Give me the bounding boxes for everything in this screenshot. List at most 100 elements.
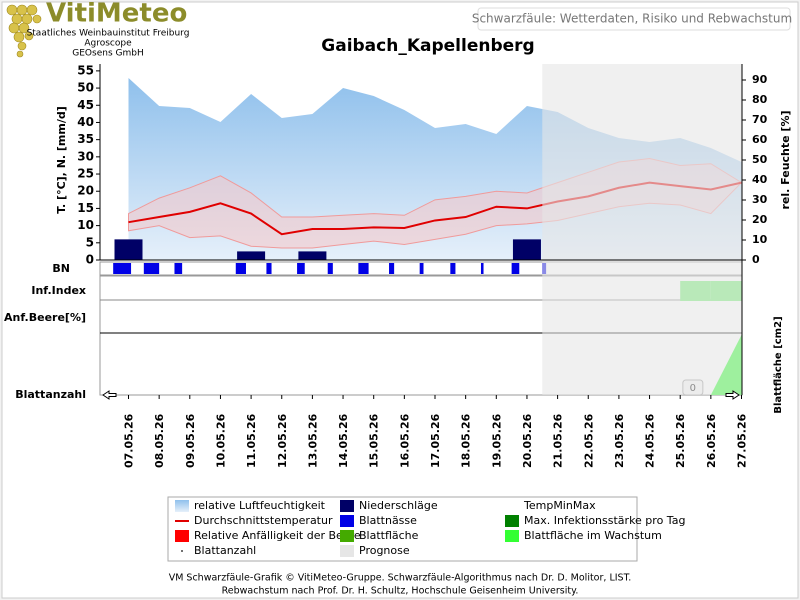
precip-bar: [298, 251, 327, 260]
panel-label: Anf.Beere[%]: [4, 311, 86, 324]
legend-box: [167, 496, 638, 562]
leaf-wetness: [511, 263, 520, 274]
x-tick-label: 17.05.26: [429, 413, 442, 468]
legend-label: Niederschläge: [359, 499, 438, 512]
legend-label: Max. Infektionsstärke pro Tag: [524, 514, 685, 527]
leaf-wetness: [297, 263, 305, 274]
y2-tick-label: 30: [752, 193, 768, 206]
y2-tick-label: 10: [752, 233, 768, 246]
y-tick-label: 50: [77, 81, 94, 95]
leaf-wetness: [480, 263, 484, 274]
leaf-wetness: [358, 263, 369, 274]
panel-label: Blattanzahl: [15, 388, 86, 401]
tab: [477, 7, 791, 31]
leaf-wetness: [327, 263, 333, 274]
y-tick-label: 30: [77, 149, 94, 163]
y2-tick-label: 80: [752, 93, 768, 106]
logo-grapes: [6, 4, 42, 58]
legend-label: Relative Anfälligkeit der Beere: [194, 529, 361, 542]
y-tick-label: 40: [77, 115, 94, 129]
x-tick-label: 10.05.26: [214, 413, 227, 468]
y-tick-label: 20: [77, 184, 94, 198]
y2-tick-label: 0: [752, 253, 760, 266]
x-tick-label: 19.05.26: [490, 413, 503, 468]
institute: GEOsens GmbH: [72, 49, 143, 59]
y2-tick-label: 40: [752, 173, 768, 186]
leaf-wetness: [113, 263, 132, 274]
panel-label: Inf.Index: [31, 284, 86, 297]
x-tick-label: 11.05.26: [245, 413, 258, 468]
legend-swatch: [175, 500, 189, 512]
institute: Staatliches Weinbauinstitut Freiburg: [27, 29, 190, 39]
legend-swatch: [340, 515, 354, 527]
arrows: [102, 390, 740, 400]
y-tick-label: 35: [77, 132, 94, 146]
y-tick-label: 10: [77, 218, 94, 232]
leaf-wetness: [174, 263, 183, 274]
x-tick-label: 13.05.26: [306, 413, 319, 468]
x-tick-label: 08.05.26: [153, 413, 166, 468]
x-tick-label: 18.05.26: [460, 413, 473, 468]
x-tick-label: 07.05.26: [123, 413, 136, 468]
y2-tick-label: 50: [752, 153, 768, 166]
x-tick-label: 12.05.26: [276, 413, 289, 468]
y-tick-label: 55: [77, 63, 94, 77]
y3-axis-label: Blattfläche [cm2]: [773, 316, 784, 413]
institute: Agroscope: [84, 39, 132, 49]
legend-swatch: [505, 530, 519, 542]
logo: VitiMeteo: [46, 0, 187, 29]
x-tick-label: 20.05.26: [521, 413, 534, 468]
y-tick-label: 5: [86, 235, 94, 249]
y-tick-label: 15: [77, 201, 94, 215]
y-tick-label: 0: [86, 253, 94, 267]
legend-swatch: [340, 545, 354, 557]
legend-label: Blattanzahl: [194, 544, 256, 557]
y2-tick-label: 70: [752, 113, 768, 126]
x-tick-label: 26.05.26: [705, 413, 718, 468]
leaf-wetness: [266, 263, 272, 274]
prognose-shade: [542, 64, 742, 395]
precip-bar: [114, 239, 143, 260]
legend-label: Prognose: [359, 544, 410, 557]
tab-label: Schwarzfäule: Wetterdaten, Risiko und Re…: [472, 12, 792, 26]
leaf-wetness: [450, 263, 456, 274]
legend-label: Durchschnittstemperatur: [194, 514, 333, 527]
y2-tick-label: 60: [752, 133, 768, 146]
panel-label: BN: [52, 262, 70, 275]
x-tick-label: 24.05.26: [644, 413, 657, 468]
x-tick-label: 23.05.26: [613, 413, 626, 468]
x-tick-label: 15.05.26: [368, 413, 381, 468]
y-tick-label: 25: [77, 167, 94, 181]
legend-swatch: [505, 515, 519, 527]
leaf-wetness: [235, 263, 246, 274]
y-tick-label: 45: [77, 98, 94, 112]
footer: Rebwachstum nach Prof. Dr. H. Schultz, H…: [222, 586, 579, 597]
legend-swatch: [340, 500, 354, 512]
legend-label: relative Luftfeuchtigkeit: [194, 499, 326, 512]
y2-tick-label: 90: [752, 73, 768, 86]
precip-bar: [237, 251, 266, 260]
x-tick-label: 14.05.26: [337, 413, 350, 468]
legend-swatch: [175, 530, 189, 542]
x-tick-label: 21.05.26: [552, 413, 565, 468]
y2-tick-label: 20: [752, 213, 768, 226]
plot: 0051015202530354045505501020304050607080…: [77, 63, 768, 557]
legend-label: TempMinMax: [523, 499, 596, 512]
footer: VM Schwarzfäule-Grafik © VitiMeteo-Grupp…: [169, 573, 632, 584]
chart-title: Gaibach_Kapellenberg: [321, 36, 534, 56]
y-axis-label: T. [°C], N. [mm/d]: [55, 106, 68, 214]
legend-swatch: [181, 550, 183, 552]
y2-axis-label: rel. Feuchte [%]: [779, 111, 792, 210]
legend-label: Blattnässe: [359, 514, 417, 527]
x-tick-label: 25.05.26: [674, 413, 687, 468]
legend-swatch: [340, 530, 354, 542]
x-tick-label: 09.05.26: [184, 413, 197, 468]
precip-bar: [512, 239, 541, 260]
leaf-wetness: [389, 263, 395, 274]
x-tick-label: 27.05.26: [736, 413, 749, 468]
x-tick-label: 22.05.26: [582, 413, 595, 468]
leaf-wetness: [143, 263, 160, 274]
x-tick-label: 16.05.26: [398, 413, 411, 468]
legend-label: Blattfläche: [359, 529, 419, 542]
